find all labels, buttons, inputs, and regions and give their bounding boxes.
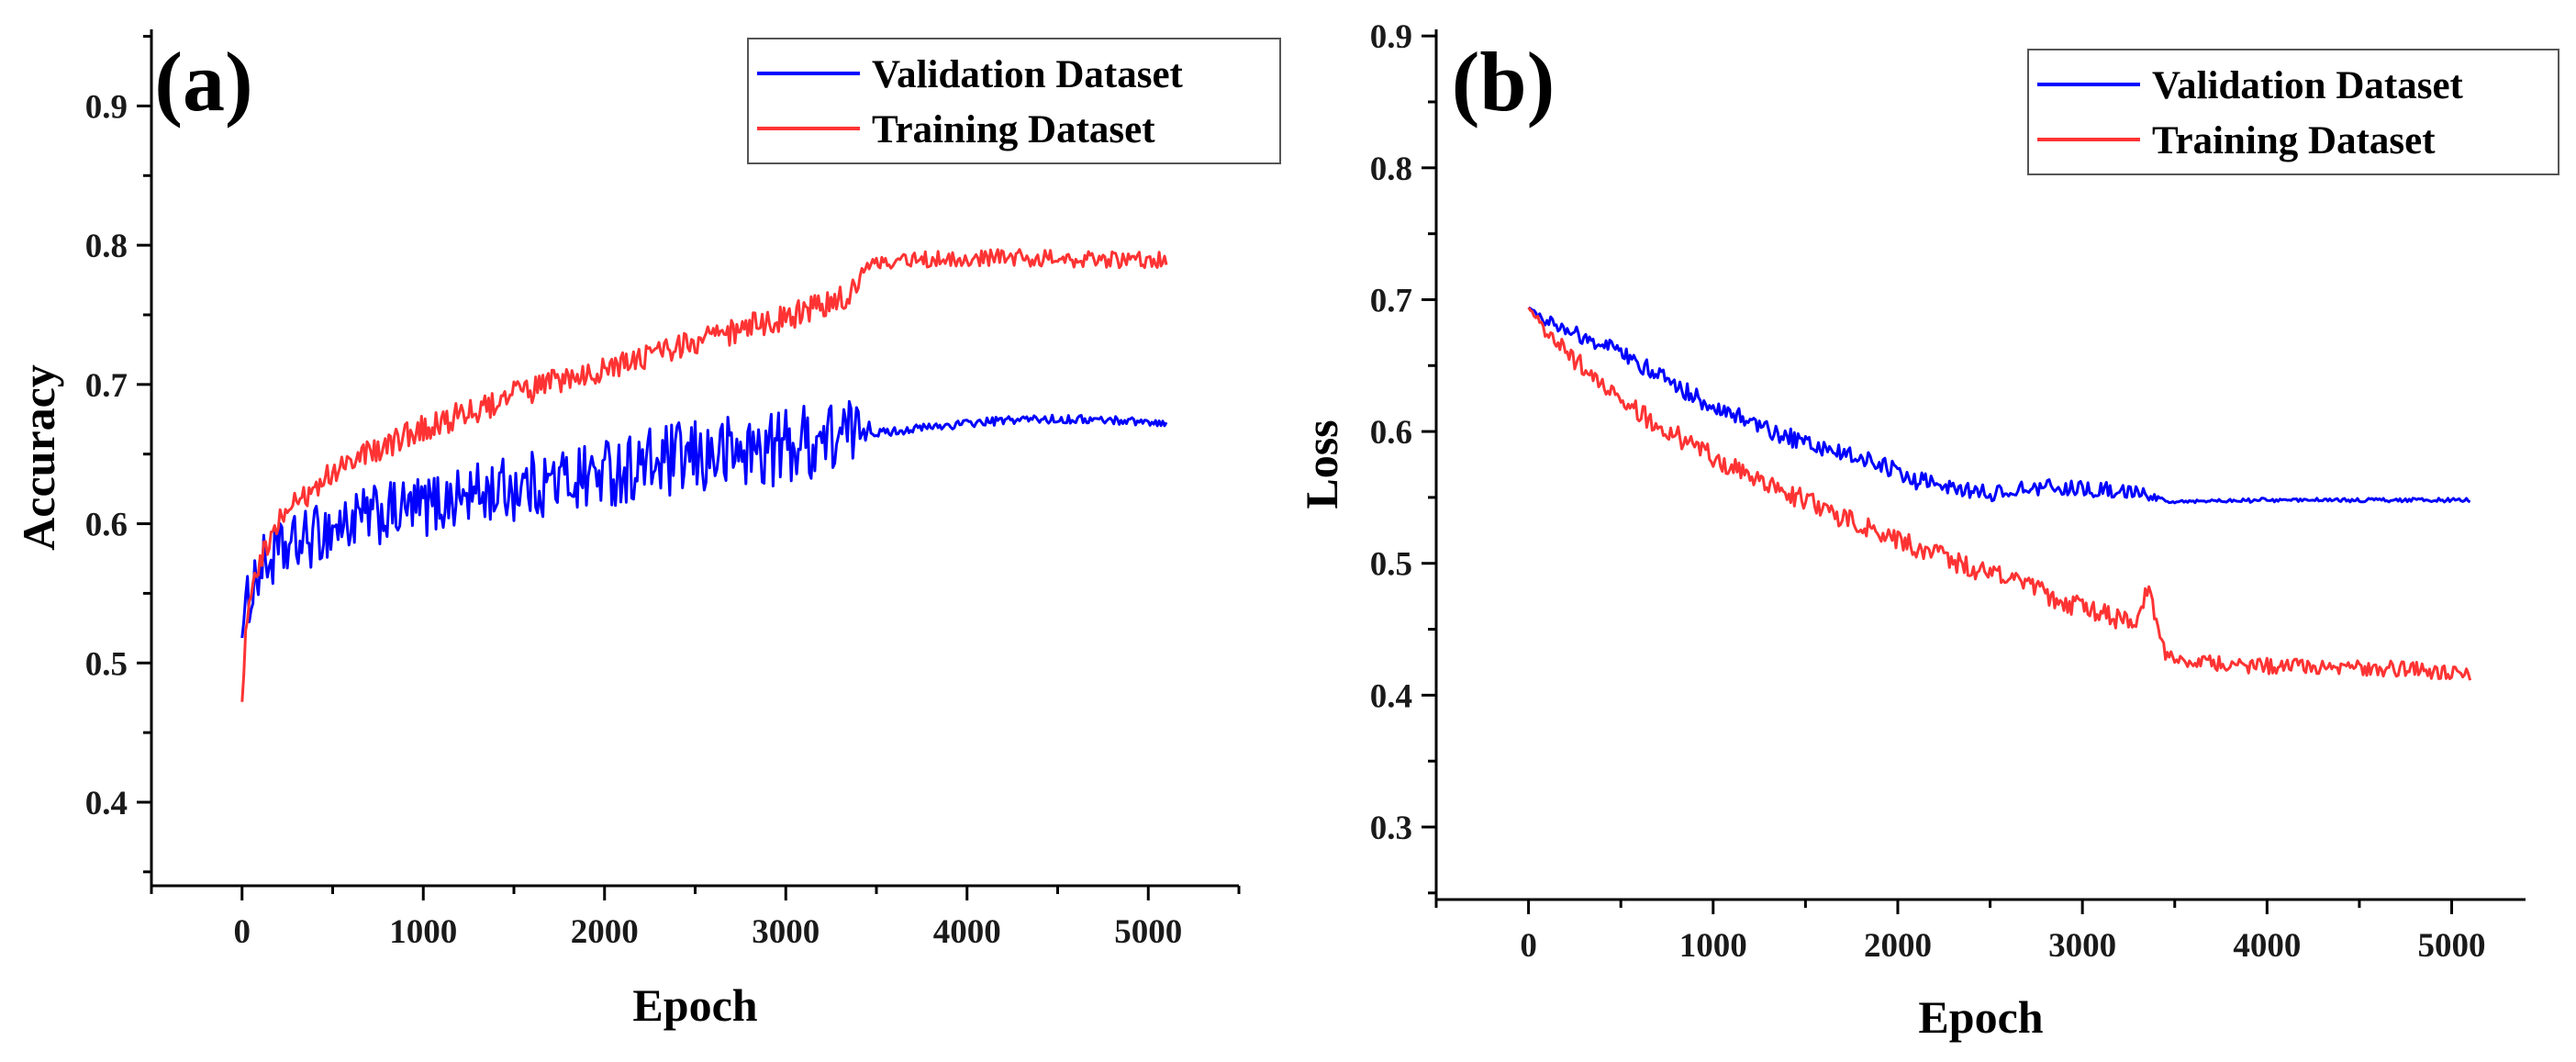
legend: Validation Dataset Training Dataset [2027,49,2559,175]
y-tick-label: 0.9 [85,88,128,126]
y-tick-label: 0.8 [1370,151,1412,188]
x-tick-label: 2000 [571,913,639,951]
legend-label-validation: Validation Dataset [2152,64,2464,107]
y-tick-label: 0.7 [1370,282,1412,319]
legend-box [2027,49,2559,175]
legend: Validation Dataset Training Dataset [747,38,1281,164]
x-axis-title: Epoch [632,979,757,1031]
x-axis-title: Epoch [1918,991,2043,1043]
panel-b-loss-chart: 0.3 0.4 0.5 0.6 0.7 0.8 0.9 0 1000 2000 3000 4000 50… [1296,18,2559,1043]
series-line-validation [1527,306,2471,505]
y-tick-label: 0.4 [1370,677,1412,715]
x-tick-label: 0 [234,913,251,951]
x-tick-label: 1000 [1679,927,1747,965]
panel-a-accuracy-chart: 0.4 0.5 0.6 0.7 0.8 0.9 0 1000 2000 3000 4000 5000 E… [13,29,1281,1031]
y-tick-label: 0.6 [1370,414,1412,452]
x-tick-label: 0 [1520,927,1537,965]
y-tick-label: 0.8 [85,228,128,265]
legend-label-training: Training Dataset [2152,119,2436,162]
y-axis-title: Accuracy [13,364,64,551]
x-tick-label: 2000 [1864,927,1932,965]
x-tick-label: 4000 [933,913,1001,951]
legend-label-validation: Validation Dataset [872,53,1184,96]
y-tick-label: 0.6 [85,507,128,544]
y-tick-label: 0.5 [85,645,128,683]
x-tick-label: 5000 [1114,913,1182,951]
series-line-training [1527,307,2472,681]
y-tick-label: 0.9 [1370,18,1412,56]
y-axis-title: Loss [1296,419,1347,509]
x-tick-label: 5000 [2418,927,2486,965]
x-tick-label: 3000 [752,913,820,951]
x-tick-label: 4000 [2233,927,2301,965]
panel-label: (b) [1452,35,1555,129]
series-line-training [240,248,1168,702]
y-tick-label: 0.4 [85,785,128,822]
panel-label: (a) [154,35,252,129]
legend-box [747,38,1281,164]
y-tick-label: 0.5 [1370,546,1412,584]
legend-label-training: Training Dataset [872,108,1155,151]
x-tick-label: 3000 [2048,927,2116,965]
series-line-validation [240,399,1168,639]
y-tick-label: 0.7 [85,367,128,405]
y-tick-label: 0.3 [1370,810,1412,847]
x-tick-label: 1000 [389,913,457,951]
